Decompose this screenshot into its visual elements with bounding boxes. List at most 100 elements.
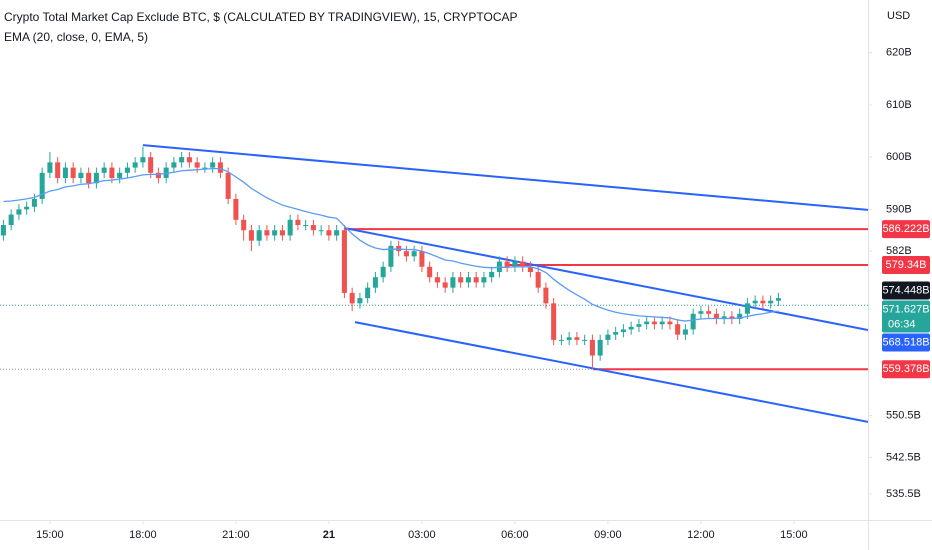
y-tick-label: 535.5B: [886, 488, 921, 500]
price-label-box: [882, 333, 930, 352]
currency-label: USD: [887, 10, 910, 22]
candle-body: [458, 277, 464, 283]
price-label: 568.518B: [882, 336, 929, 348]
candle-body: [442, 282, 448, 288]
price-label-box: [882, 360, 930, 379]
candle-body: [303, 225, 309, 227]
candle-body: [0, 225, 6, 236]
candle-body: [372, 277, 378, 288]
candle-body: [690, 313, 696, 330]
candle-body: [481, 277, 487, 283]
candle-body: [597, 339, 603, 356]
candle-body: [16, 209, 22, 215]
price-label: 571.627B: [882, 303, 929, 315]
candle-body: [233, 198, 239, 220]
price-label: 559.378B: [882, 363, 929, 375]
candle-body: [70, 167, 76, 179]
candle-body: [675, 324, 681, 335]
price-label: 579.34B: [886, 259, 927, 271]
candle-body: [287, 219, 293, 236]
candle-body: [318, 230, 324, 232]
candle-body: [465, 277, 471, 283]
candle-body: [543, 287, 549, 304]
candle-body: [47, 162, 53, 173]
price-label-box: [882, 300, 930, 333]
countdown: 06:34: [888, 318, 916, 330]
indicator-label: EMA (20, close, 0, EMA, 5): [4, 30, 148, 44]
candle-body: [713, 313, 719, 319]
candle-body: [326, 230, 332, 236]
trendline: [344, 227, 868, 331]
trendline: [354, 321, 868, 423]
candle-body: [334, 230, 340, 236]
candle-body: [31, 198, 37, 207]
candle-body: [535, 272, 541, 288]
candle-body: [427, 266, 433, 278]
y-tick-label: 582B: [886, 245, 912, 257]
candle-body: [256, 230, 262, 241]
x-tick-label: 21:00: [222, 529, 250, 541]
candle-body: [605, 334, 611, 340]
candle-body: [698, 311, 704, 314]
candle-body: [589, 339, 595, 356]
candle-body: [434, 277, 440, 283]
candle-body: [349, 292, 355, 304]
candle-body: [473, 277, 479, 283]
candle-body: [768, 300, 774, 304]
candle-body: [248, 230, 254, 241]
x-tick-label: 03:00: [408, 529, 436, 541]
candle-body: [527, 266, 533, 273]
candle-body: [721, 316, 727, 319]
candle-body: [489, 272, 495, 278]
price-label-box: [882, 256, 930, 275]
x-tick-label: 15:00: [780, 529, 808, 541]
candle-body: [8, 214, 14, 226]
y-tick-label: 590B: [886, 203, 912, 215]
candle-body: [365, 287, 371, 299]
candle-body: [86, 172, 92, 184]
candle-body: [93, 172, 99, 184]
candle-body: [78, 172, 84, 179]
price-label: 574.448B: [882, 284, 929, 296]
plot-area: [0, 144, 868, 423]
x-tick-label: 21: [323, 529, 335, 541]
candle-body: [582, 339, 588, 341]
candle-body: [202, 167, 208, 169]
candle-body: [667, 321, 673, 325]
candle-body: [628, 326, 634, 330]
candle-body: [155, 172, 161, 179]
y-tick-label: 610B: [886, 99, 912, 111]
candle-body: [411, 251, 417, 257]
candle-body: [752, 300, 758, 304]
candle-body: [217, 162, 223, 173]
candle-body: [504, 261, 510, 267]
candle-body: [39, 172, 45, 199]
candle-body: [140, 157, 146, 163]
candle-body: [419, 251, 425, 267]
candle-body: [403, 251, 409, 257]
candle-body: [241, 219, 247, 231]
x-tick-label: 15:00: [36, 529, 64, 541]
candle-body: [566, 337, 572, 340]
candle-body: [62, 167, 68, 179]
x-tick-label: 18:00: [129, 529, 157, 541]
y-tick-label: 620B: [886, 47, 912, 59]
candle-body: [388, 245, 394, 267]
candle-body: [310, 225, 316, 231]
candle-body: [357, 298, 363, 304]
y-tick-label: 600B: [886, 151, 912, 163]
trendline: [142, 144, 868, 211]
x-tick-label: 12:00: [687, 529, 715, 541]
candle-body: [551, 303, 557, 340]
candle-body: [279, 230, 285, 236]
candle-body: [682, 329, 688, 335]
candle-body: [117, 172, 123, 179]
ema-line: [3, 167, 779, 322]
candle-body: [706, 311, 712, 314]
candle-body: [264, 230, 270, 236]
candle-body: [520, 261, 526, 267]
candle-body: [737, 313, 743, 319]
candle-body: [760, 300, 766, 304]
candle-body: [450, 277, 456, 288]
